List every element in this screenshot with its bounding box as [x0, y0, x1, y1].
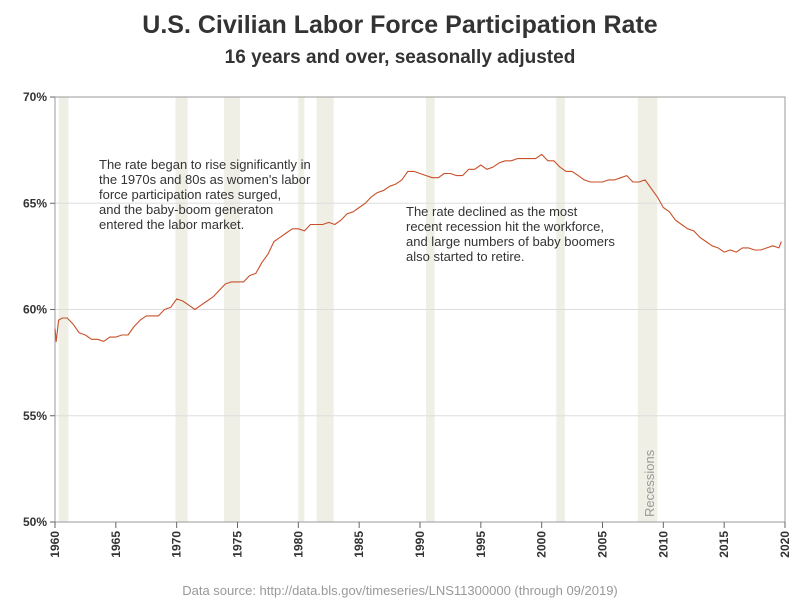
x-tick-label: 1980 [291, 531, 305, 558]
annotation-rise-line: force participation rates surged, [99, 187, 281, 202]
annotation-decline: The rate declined as the most recent rec… [406, 204, 618, 264]
annotation-rise-line: entered the labor market. [99, 217, 244, 232]
y-tick-label: 60% [23, 303, 47, 317]
y-tick-label: 70% [23, 90, 47, 104]
x-tick-label: 1970 [170, 531, 184, 558]
annotation-rise-line: The rate began to rise significantly in [99, 157, 311, 172]
annotation-rise-line: and the baby-boom generaton [99, 202, 273, 217]
annotation-decline-line: The rate declined as the most [406, 204, 578, 219]
x-tick-label: 1985 [352, 531, 366, 558]
annotation-decline-line: also started to retire. [406, 249, 525, 264]
x-axis: 1960 1965 1970 1975 1980 1985 1990 1995 2000 2005… [48, 522, 792, 558]
series-layer [54, 153, 782, 342]
chart-title: U.S. Civilian Labor Force Participation … [142, 11, 657, 39]
x-tick-label: 2010 [656, 531, 670, 558]
recessions-label: Recessions [642, 449, 657, 517]
x-tick-label: 2020 [778, 531, 792, 558]
x-tick-label: 1965 [109, 531, 123, 558]
x-tick-label: 2015 [717, 531, 731, 558]
y-axis: 70% 65% 60% 55% 50% [23, 90, 55, 529]
x-tick-label: 2000 [535, 531, 549, 558]
y-tick-label: 65% [23, 196, 47, 210]
x-tick-label: 1995 [474, 531, 488, 558]
x-tick-label: 1975 [231, 531, 245, 558]
y-tick-label: 55% [23, 409, 47, 423]
x-tick-label: 1960 [48, 531, 62, 558]
annotation-rise-line: the 1970s and 80s as women's labor [99, 172, 311, 187]
annotation-decline-line: and large numbers of baby boomers [406, 234, 615, 249]
series-line [54, 153, 782, 342]
annotation-decline-line: recent recession hit the workforce, [406, 219, 604, 234]
annotation-rise: The rate began to rise significantly in … [99, 157, 314, 232]
data-source: Data source: http://data.bls.gov/timeser… [182, 583, 618, 598]
x-tick-label: 2005 [596, 531, 610, 558]
chart-subtitle: 16 years and over, seasonally adjusted [225, 47, 576, 68]
y-tick-label: 50% [23, 515, 47, 529]
x-tick-label: 1990 [413, 531, 427, 558]
